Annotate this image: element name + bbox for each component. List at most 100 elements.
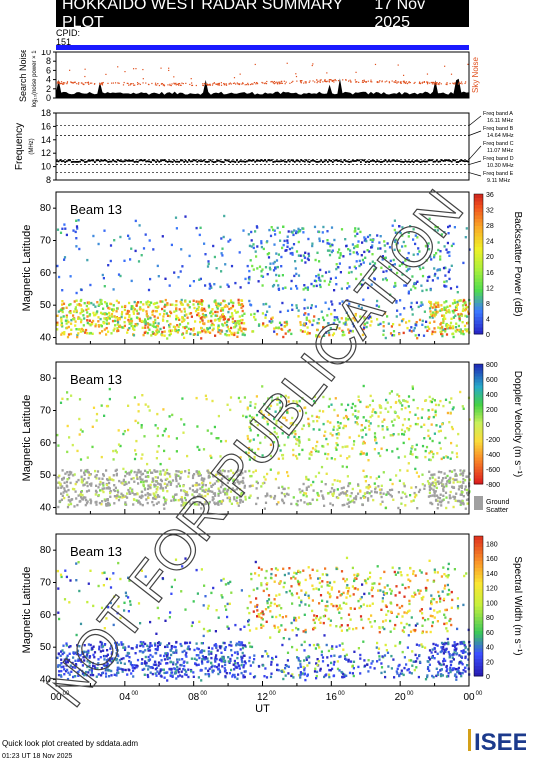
rti-cell (414, 286, 417, 290)
rti-cell (157, 445, 160, 448)
freq-point (272, 161, 275, 163)
rti-cell (319, 669, 322, 672)
rti-cell (117, 329, 120, 332)
colorbar-segment (474, 253, 483, 258)
rti-cell (175, 300, 178, 303)
rti-cell (144, 403, 147, 406)
rti-cell (362, 452, 365, 455)
rti-cell (220, 329, 223, 332)
rti-cell (416, 236, 419, 239)
rti-cell (148, 649, 152, 652)
rti-cell (295, 502, 298, 506)
rti-cell (217, 478, 220, 482)
rti-cell (454, 645, 457, 649)
sky-noise-point (371, 81, 373, 83)
rti-cell (452, 644, 455, 647)
rti-cell (60, 308, 63, 312)
rti-cell (107, 306, 110, 310)
rti-cell (370, 490, 373, 493)
rti-cell (411, 313, 414, 316)
rti-cell (347, 498, 350, 501)
rti-cell (398, 264, 401, 267)
rti-cell (453, 497, 456, 500)
rti-cell (131, 325, 134, 328)
colorbar-segment (474, 239, 483, 244)
rti-cell (133, 300, 136, 304)
sky-noise-point (396, 81, 398, 83)
rti-cell (90, 484, 93, 487)
sky-noise-point (142, 78, 144, 80)
rti-cell (117, 273, 121, 276)
rti-cell (106, 483, 109, 487)
rti-cell (61, 289, 64, 292)
freq-point (236, 159, 238, 162)
rti-cell (413, 491, 416, 495)
rti-cell (207, 304, 210, 307)
colorbar-segment (474, 403, 483, 407)
freq-point (440, 159, 443, 162)
colorbar-segment (474, 433, 483, 437)
rti-cell (249, 259, 252, 262)
rti-cell (376, 565, 379, 568)
rti-cell (145, 301, 148, 304)
rti-cell (326, 242, 329, 245)
rti-cell (384, 336, 387, 340)
rti-cell (223, 667, 226, 670)
colorbar-segment (474, 445, 483, 449)
rti-cell (303, 313, 306, 316)
freq-point (146, 160, 149, 163)
rti-cell (390, 325, 393, 328)
rti-cell (130, 319, 134, 323)
rti-cell (417, 417, 420, 420)
rti-cell (122, 478, 125, 482)
rti-cell (128, 315, 131, 319)
rti-cell (284, 325, 287, 328)
rti-cell (291, 253, 294, 256)
sky-noise-point (130, 83, 133, 85)
rti-cell (198, 448, 201, 451)
rti-cell (246, 408, 249, 411)
freq-point (226, 159, 228, 162)
rti-cell (316, 658, 319, 661)
rti-cell (411, 453, 414, 456)
rti-cell (295, 272, 298, 276)
rti-cell (78, 433, 81, 436)
sky-noise-point (66, 83, 68, 85)
freq-point (432, 160, 435, 163)
rti-cell (126, 309, 129, 313)
rti-cell (336, 667, 340, 671)
rti-cell (414, 413, 417, 416)
rti-cell (443, 245, 446, 248)
rti-cell (94, 469, 97, 473)
rti-cell (134, 249, 137, 253)
sky-noise-point (449, 82, 451, 85)
rti-cell (61, 477, 64, 481)
rti-cell (261, 284, 264, 287)
rti-cell (314, 667, 317, 670)
rti-cell (265, 676, 269, 679)
rti-cell (176, 331, 179, 334)
rti-cell (90, 669, 93, 672)
rti-cell (93, 314, 96, 317)
rti-cell (371, 660, 374, 663)
rti-cell (273, 327, 276, 330)
rti-cell (240, 329, 243, 333)
rti-cell (152, 248, 155, 251)
rti-cell (269, 675, 273, 679)
rti-cell (404, 244, 407, 248)
rti-cell (440, 308, 443, 311)
sky-noise-point (167, 84, 169, 86)
rti-cell (308, 643, 311, 647)
freq-point (389, 160, 392, 163)
rti-cell (333, 238, 336, 242)
rti-cell (354, 227, 357, 230)
rti-cell (128, 322, 131, 325)
rti-cell (446, 411, 449, 415)
rti-cell (157, 322, 160, 325)
rti-cell (230, 301, 233, 304)
sky-noise-point (62, 82, 64, 84)
rti-cell (277, 253, 280, 256)
rti-cell (294, 260, 297, 263)
rti-cell (184, 608, 187, 611)
rti-cell (335, 645, 338, 648)
